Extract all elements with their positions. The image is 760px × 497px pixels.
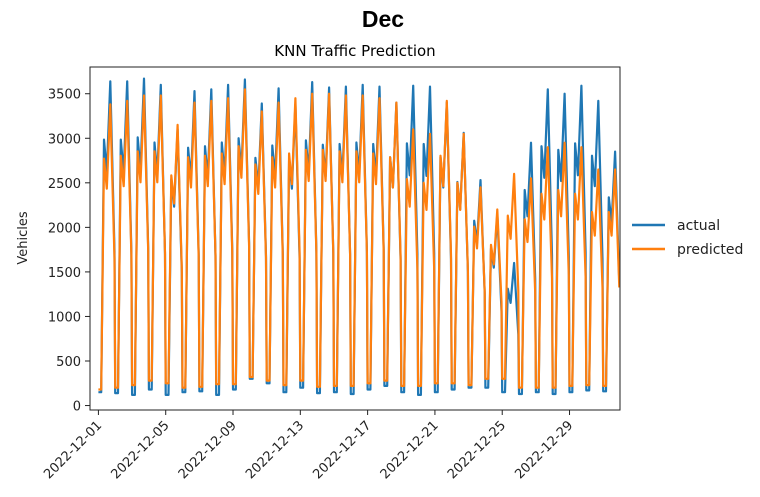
legend-label-actual: actual <box>677 218 720 234</box>
y-tick-label: 2000 <box>48 221 81 236</box>
y-tick-label: 2500 <box>48 177 81 192</box>
y-tick-label: 500 <box>56 355 81 370</box>
x-tick-label: 2022-12-05 <box>109 418 173 482</box>
y-tick-label: 1000 <box>48 310 81 325</box>
chart-title: KNN Traffic Prediction <box>274 42 435 60</box>
x-tick-label: 2022-12-21 <box>378 418 442 482</box>
y-tick-label: 0 <box>73 400 81 415</box>
figure-suptitle: Dec <box>362 6 404 32</box>
y-axis-label: Vehicles <box>16 211 31 264</box>
x-axis: 2022-12-01 2022-12-05 2022-12-09 2022-12-13… <box>41 410 576 482</box>
x-tick-label: 2022-12-29 <box>512 418 576 482</box>
x-tick-label: 2022-12-01 <box>41 418 105 482</box>
series-line-predicted <box>98 88 620 391</box>
y-tick-label: 3500 <box>48 88 81 103</box>
x-tick-label: 2022-12-13 <box>243 418 307 482</box>
x-tick-label: 2022-12-09 <box>176 418 240 482</box>
y-tick-label: 1500 <box>48 266 81 281</box>
legend-label-predicted: predicted <box>677 242 743 258</box>
x-tick-label: 2022-12-25 <box>445 418 509 482</box>
axes-frame <box>89 66 621 411</box>
y-tick-label: 3000 <box>48 132 81 147</box>
y-axis: 0 500 1000 1500 2000 2500 3000 3500 <box>48 88 90 415</box>
legend: actual predicted <box>632 218 743 258</box>
x-tick-label: 2022-12-17 <box>310 418 374 482</box>
series-layer <box>98 77 620 396</box>
